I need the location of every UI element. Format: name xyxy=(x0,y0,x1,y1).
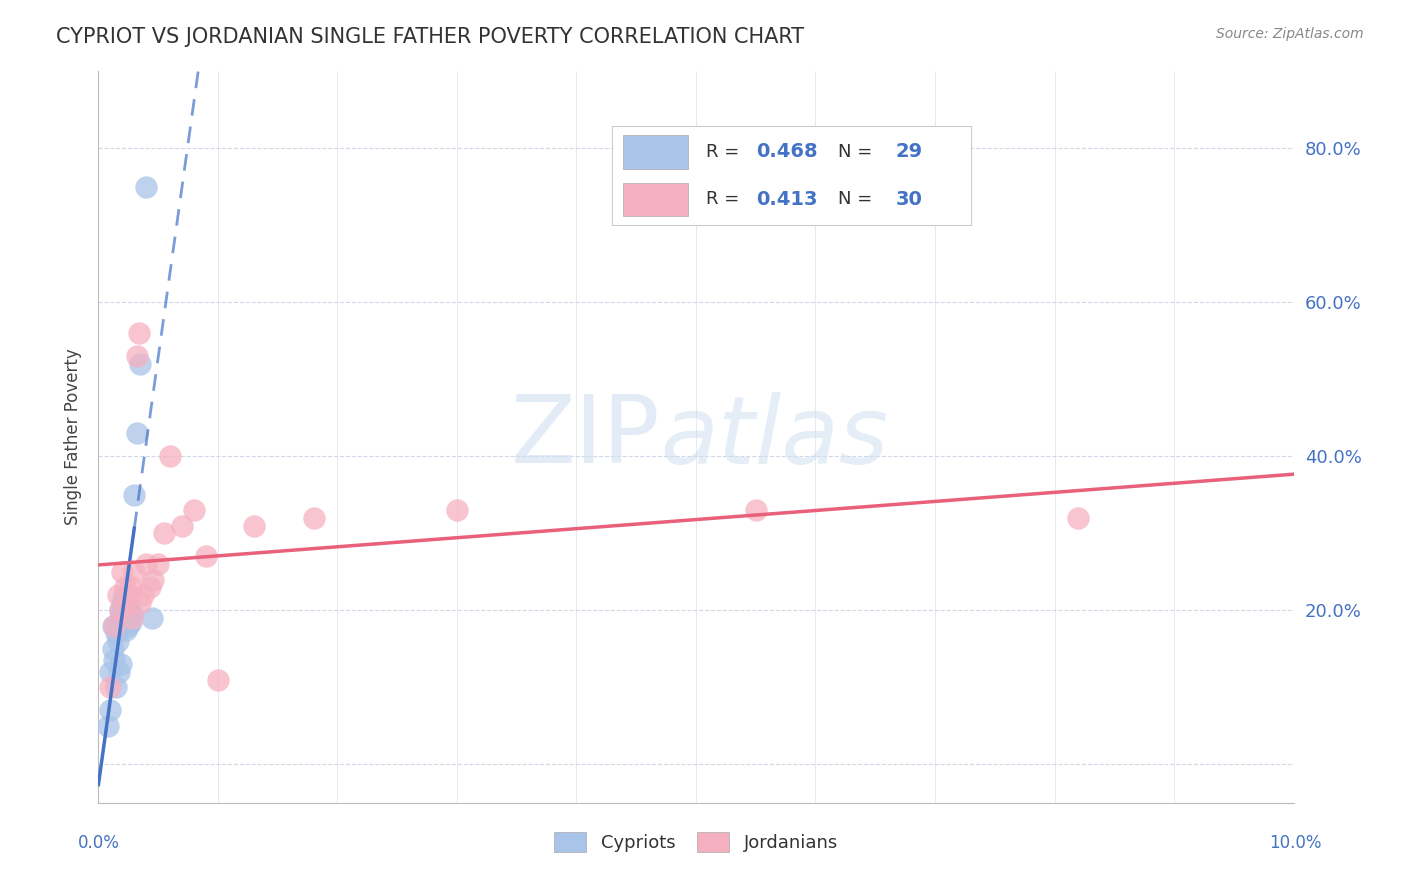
Point xyxy=(129,357,152,371)
Point xyxy=(745,503,768,517)
Point xyxy=(243,518,266,533)
Point xyxy=(117,588,139,602)
Point xyxy=(302,511,325,525)
Point xyxy=(142,573,165,587)
Point xyxy=(125,426,148,441)
Point xyxy=(118,603,141,617)
Point xyxy=(124,565,146,579)
Point xyxy=(111,565,134,579)
Point xyxy=(124,488,146,502)
Point xyxy=(114,580,136,594)
Point xyxy=(98,681,122,695)
Point xyxy=(111,596,134,610)
Point xyxy=(172,518,194,533)
Point xyxy=(107,665,129,679)
Text: atlas: atlas xyxy=(661,392,889,483)
Point xyxy=(121,611,143,625)
Point xyxy=(131,588,153,602)
Text: CYPRIOT VS JORDANIAN SINGLE FATHER POVERTY CORRELATION CHART: CYPRIOT VS JORDANIAN SINGLE FATHER POVER… xyxy=(56,27,804,46)
Point xyxy=(1067,511,1090,525)
Point xyxy=(129,596,152,610)
Point xyxy=(128,326,150,340)
Point xyxy=(135,179,157,194)
Point xyxy=(148,557,170,571)
Point xyxy=(207,673,229,687)
Point xyxy=(115,623,138,637)
Point xyxy=(98,703,122,717)
Text: ZIP: ZIP xyxy=(510,391,661,483)
Point xyxy=(108,611,131,625)
Point xyxy=(115,599,138,614)
Text: 10.0%: 10.0% xyxy=(1268,834,1322,852)
Point xyxy=(107,588,129,602)
Point xyxy=(117,618,139,632)
Point xyxy=(114,611,136,625)
Point xyxy=(103,653,125,667)
Point xyxy=(139,580,162,594)
Point xyxy=(115,596,138,610)
Point xyxy=(135,557,157,571)
Point xyxy=(121,607,143,622)
Point xyxy=(125,349,148,363)
Point xyxy=(103,618,125,632)
Y-axis label: Single Father Poverty: Single Father Poverty xyxy=(65,349,83,525)
Point xyxy=(159,450,181,464)
Point xyxy=(114,591,136,606)
Point xyxy=(108,603,131,617)
Point xyxy=(101,641,124,656)
Point xyxy=(105,626,128,640)
Text: Source: ZipAtlas.com: Source: ZipAtlas.com xyxy=(1216,27,1364,41)
Point xyxy=(120,615,142,629)
Point xyxy=(97,719,120,733)
Point xyxy=(98,665,122,679)
Point xyxy=(195,549,218,564)
Point xyxy=(120,580,142,594)
Point xyxy=(107,634,129,648)
Point xyxy=(105,681,128,695)
Text: 0.0%: 0.0% xyxy=(77,834,120,852)
Point xyxy=(112,588,135,602)
Point xyxy=(153,526,176,541)
Point xyxy=(108,603,131,617)
Point xyxy=(183,503,205,517)
Point xyxy=(110,657,132,672)
Point xyxy=(117,591,139,606)
Legend: Cypriots, Jordanians: Cypriots, Jordanians xyxy=(547,824,845,860)
Point xyxy=(101,618,124,632)
Point xyxy=(446,503,468,517)
Point xyxy=(141,611,163,625)
